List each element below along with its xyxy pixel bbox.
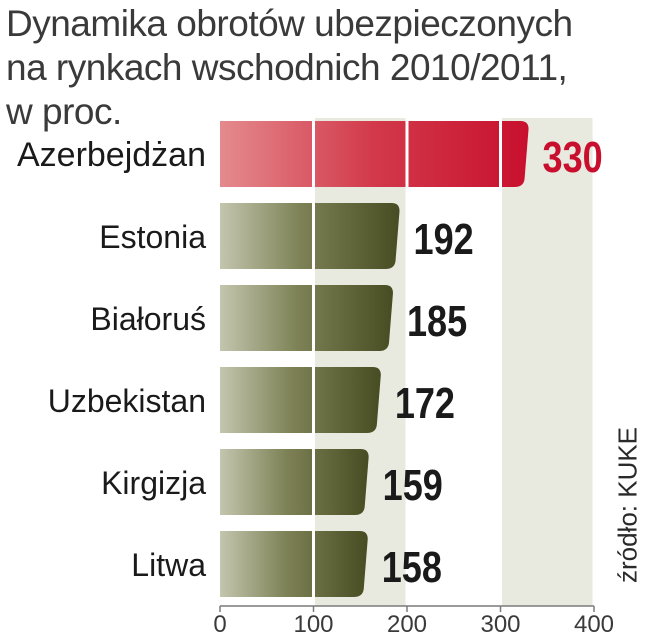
category-label-1: Azerbejdżan: [17, 136, 206, 174]
x-axis: 0 100 200 300 400: [213, 605, 614, 638]
x-tick-label-100: 100: [293, 611, 333, 638]
bar-1: [220, 121, 529, 187]
value-label-6: 158: [382, 543, 442, 592]
source-note: źródło: KUKE: [612, 426, 643, 584]
title-line-2: na rynkach wschodnich 2010/2011,: [6, 47, 568, 88]
title-line-3: w proc.: [6, 91, 122, 132]
bar-3: [220, 285, 393, 351]
value-label-1: 330: [543, 133, 603, 182]
background-bands: [313, 118, 594, 606]
title-line-1: Dynamika obrotów ubezpieczonych: [6, 3, 573, 44]
value-label-4: 172: [395, 379, 455, 428]
bar-4: [220, 367, 381, 433]
x-tick-label-300: 300: [480, 611, 520, 638]
gridlines: [312, 118, 596, 606]
value-label-3: 185: [407, 297, 467, 346]
chart-title: Dynamika obrotów ubezpieczonych na rynka…: [6, 2, 636, 134]
bar-6: [220, 531, 368, 597]
x-tick-label-400: 400: [574, 611, 614, 638]
bar-5: [220, 449, 369, 515]
bar-2: [220, 203, 400, 269]
x-tick-label-0: 0: [213, 611, 226, 638]
x-tick-label-200: 200: [387, 611, 427, 638]
grid-band: [500, 118, 594, 606]
category-label-2: Estonia: [99, 219, 206, 255]
bars: [220, 121, 529, 597]
grid-band: [313, 118, 407, 606]
category-label-5: Kirgizja: [101, 465, 206, 501]
category-labels: Azerbejdżan Estonia Białoruś Uzbekistan Kirg…: [17, 136, 206, 583]
value-label-2: 192: [414, 215, 474, 264]
category-label-3: Białoruś: [90, 301, 206, 337]
category-label-6: Litwa: [131, 547, 206, 583]
category-label-4: Uzbekistan: [48, 383, 206, 419]
value-labels: 330 192 185 172 159 158: [382, 133, 603, 592]
value-label-5: 159: [383, 461, 443, 510]
